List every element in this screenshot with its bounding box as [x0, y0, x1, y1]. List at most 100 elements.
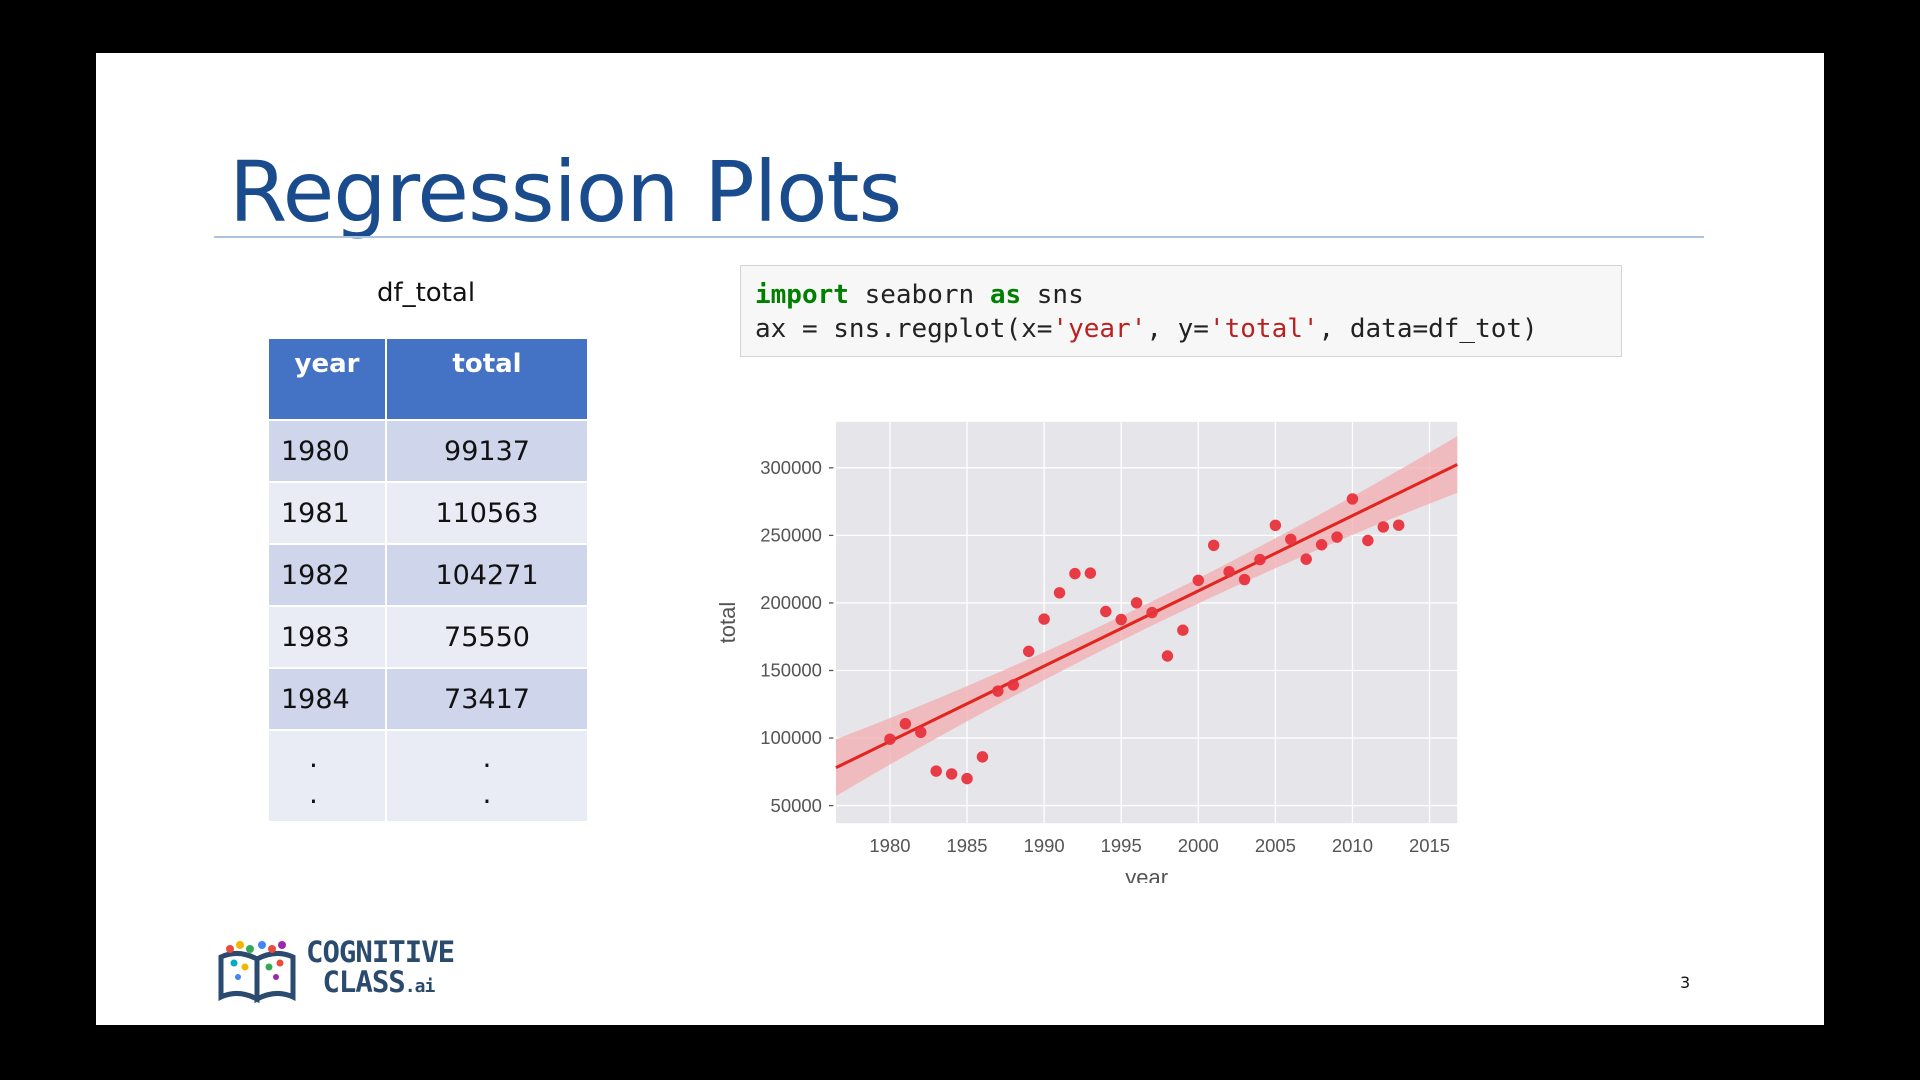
logo-line-2: CLASS.ai: [306, 967, 454, 1002]
x-tick-label: 2015: [1409, 835, 1450, 856]
table-caption: df_total: [376, 278, 476, 308]
ellipsis-dot: .: [309, 777, 318, 810]
data-point: [1130, 597, 1143, 609]
logo-line-1: COGNITIVE: [306, 935, 455, 969]
table-cell-year: 1981: [267, 481, 387, 545]
data-point: [1146, 606, 1158, 619]
y-tick-label: 250000: [760, 525, 822, 546]
code-keyword-as: as: [989, 280, 1022, 310]
code-text: , y=: [1146, 314, 1209, 344]
y-tick-label: 50000: [771, 795, 822, 816]
data-point: [1285, 533, 1297, 546]
data-point: [992, 685, 1004, 697]
table-cell-year: 1983: [267, 605, 387, 669]
table-cell-total: 104271: [385, 543, 589, 607]
table-cell-total: 99137: [385, 419, 589, 483]
data-point: [1331, 531, 1343, 543]
data-point: [915, 726, 927, 738]
data-point: [1053, 587, 1066, 599]
data-point: [1177, 624, 1189, 636]
data-point: [1192, 574, 1205, 587]
data-point: [945, 768, 958, 780]
book-logo-icon: [218, 941, 296, 1004]
y-tick-label: 150000: [760, 660, 822, 681]
logo-suffix: .ai: [404, 976, 435, 997]
x-axis-label: year: [1125, 865, 1168, 883]
slide: Regression Plots df_total year total 198…: [96, 53, 1824, 1025]
cognitive-class-logo: COGNITIVE CLASS.ai: [216, 935, 516, 1009]
page-number: 3: [1680, 973, 1691, 992]
data-point: [1269, 519, 1282, 532]
code-text: sns: [1021, 280, 1084, 310]
data-point: [961, 772, 973, 785]
column-header-year: year: [267, 337, 387, 421]
data-point: [1022, 645, 1035, 658]
data-point: [1161, 650, 1174, 662]
table-cell-total: 110563: [385, 481, 589, 545]
regression-line: [835, 463, 1458, 770]
data-point: [884, 733, 896, 745]
code-text: ax = sns.regplot(x=: [755, 314, 1053, 344]
data-point: [976, 751, 989, 763]
table-row: 1980 99137: [267, 419, 589, 483]
title-divider: [214, 236, 1704, 238]
data-table: year total 1980 99137 1981 110563 1982 1…: [267, 337, 589, 823]
table-row: 1983 75550: [267, 605, 589, 669]
ellipsis-dot: .: [482, 777, 492, 810]
x-tick-label: 1990: [1024, 835, 1065, 856]
data-point: [1069, 567, 1081, 580]
data-point: [1007, 679, 1020, 691]
table-cell-year: 1982: [267, 543, 387, 607]
data-point: [1038, 613, 1050, 625]
code-text: , data=df_tot): [1318, 314, 1538, 344]
column-header-total: total: [385, 337, 589, 421]
y-tick-label: 300000: [760, 457, 822, 478]
table-row: 1982 104271: [267, 543, 589, 607]
y-axis-label: total: [715, 602, 740, 644]
data-point: [1084, 567, 1097, 579]
data-point: [1346, 493, 1359, 505]
ellipsis-dot: .: [309, 741, 318, 774]
code-text: seaborn: [848, 280, 990, 310]
data-point: [1207, 539, 1220, 552]
table-cell-total: 73417: [385, 667, 589, 731]
data-point: [1115, 613, 1127, 626]
table-ellipsis-total: . .: [385, 729, 589, 823]
x-tick-label: 1980: [869, 835, 910, 856]
data-point: [1362, 534, 1374, 547]
table-row: 1981 110563: [267, 481, 589, 545]
table-row: 1984 73417: [267, 667, 589, 731]
code-keyword-import: import: [755, 280, 849, 310]
regression-chart: 1980 1985 1990 1995 2000 2005 2010 2015 50000 100…: [715, 421, 1458, 883]
data-point: [1377, 521, 1390, 533]
data-point: [1254, 553, 1266, 566]
x-tick-label: 1985: [946, 835, 987, 856]
table-ellipsis-year: . .: [267, 729, 387, 823]
data-point: [1238, 573, 1251, 586]
code-string: 'year': [1052, 314, 1147, 344]
table-cell-year: 1984: [267, 667, 387, 731]
table-ellipsis-row: . . . .: [267, 729, 589, 823]
x-tick-label: 2000: [1178, 835, 1219, 856]
data-point: [1392, 519, 1405, 531]
logo-word-class: CLASS: [322, 965, 405, 999]
logo-wordmark: COGNITIVE CLASS.ai: [306, 935, 455, 1002]
data-point: [1315, 539, 1328, 551]
y-tick-label: 200000: [760, 592, 822, 613]
x-tick-label: 1995: [1101, 835, 1142, 856]
x-tick-label: 2005: [1255, 835, 1296, 856]
data-point: [899, 718, 912, 730]
table-header-row: year total: [267, 337, 589, 421]
table-cell-year: 1980: [267, 419, 387, 483]
page-title: Regression Plots: [229, 143, 902, 241]
x-tick-label: 2010: [1332, 835, 1373, 856]
data-point: [930, 765, 942, 777]
code-string: 'total': [1208, 314, 1319, 344]
data-point: [1223, 565, 1235, 578]
data-point: [1300, 553, 1312, 565]
ellipsis-dot: .: [482, 741, 492, 774]
code-block: import seaborn as sns ax = sns.regplot(x…: [740, 265, 1622, 357]
y-tick-label: 100000: [760, 727, 822, 748]
data-point: [1100, 605, 1112, 618]
table-cell-total: 75550: [385, 605, 589, 669]
